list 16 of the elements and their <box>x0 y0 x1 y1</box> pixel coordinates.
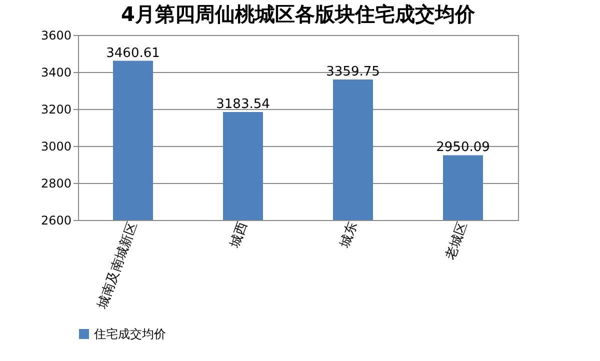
data-label: 3359.75 <box>326 64 380 80</box>
y-tick-label: 3600 <box>40 28 72 42</box>
data-label: 2950.09 <box>436 140 490 156</box>
x-tick-label: 城西 <box>227 220 251 251</box>
data-label: 3183.54 <box>216 97 270 112</box>
data-label: 3460.61 <box>106 46 160 61</box>
y-tick-label: 2600 <box>40 214 72 228</box>
legend-label: 住宅成交均价 <box>93 327 166 341</box>
y-tick-label: 2800 <box>40 176 72 190</box>
x-tick-label: 城东 <box>337 220 361 251</box>
chart-title: 4月第四周仙桃城区各版块住宅成交均价 <box>121 2 476 26</box>
x-tick-label: 老城区 <box>443 220 471 262</box>
y-tick-label: 3000 <box>40 140 72 154</box>
x-tick-label: 城南及南城新区 <box>94 220 141 312</box>
y-tick-label: 3200 <box>40 102 72 116</box>
y-tick-label: 3400 <box>40 66 72 80</box>
